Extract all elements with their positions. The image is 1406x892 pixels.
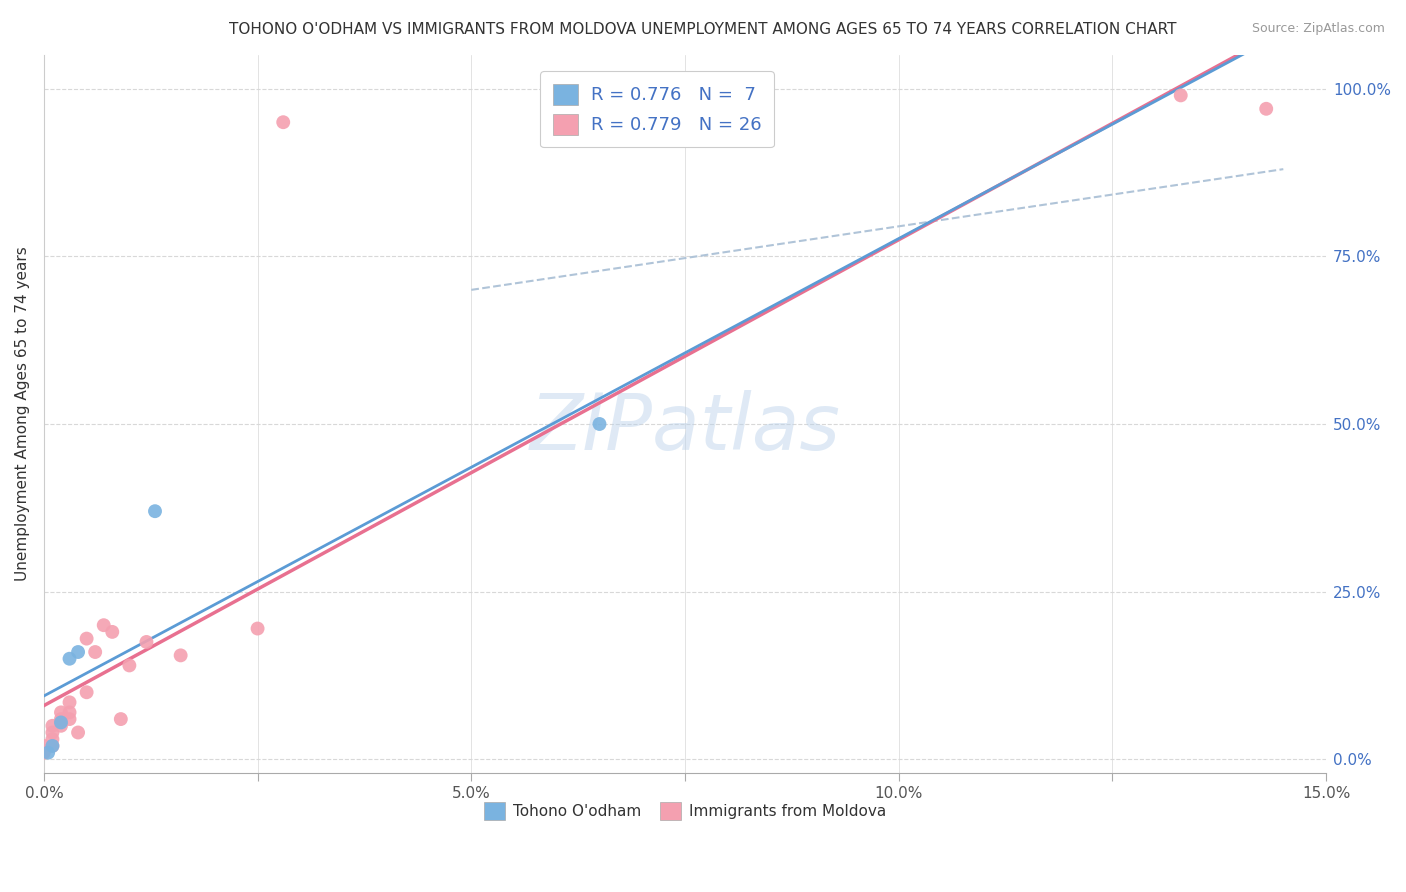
Point bbox=[58, 706, 80, 720]
Point bbox=[93, 618, 115, 632]
Point bbox=[101, 624, 124, 639]
Legend: Tohono O'odham, Immigrants from Moldova: Tohono O'odham, Immigrants from Moldova bbox=[478, 797, 891, 826]
Point bbox=[1170, 88, 1192, 103]
Point bbox=[118, 658, 141, 673]
Point bbox=[246, 622, 269, 636]
Point bbox=[49, 719, 72, 733]
Text: ZIPatlas: ZIPatlas bbox=[530, 391, 841, 467]
Point bbox=[135, 635, 157, 649]
Point bbox=[169, 648, 191, 663]
Point bbox=[41, 725, 63, 739]
Point bbox=[41, 739, 63, 753]
Point bbox=[76, 632, 98, 646]
Point bbox=[271, 115, 294, 129]
Point bbox=[32, 746, 55, 760]
Point bbox=[49, 715, 72, 730]
Point bbox=[58, 695, 80, 709]
Point bbox=[41, 739, 63, 753]
Text: TOHONO O'ODHAM VS IMMIGRANTS FROM MOLDOVA UNEMPLOYMENT AMONG AGES 65 TO 74 YEARS: TOHONO O'ODHAM VS IMMIGRANTS FROM MOLDOV… bbox=[229, 22, 1177, 37]
Y-axis label: Unemployment Among Ages 65 to 74 years: Unemployment Among Ages 65 to 74 years bbox=[15, 246, 30, 582]
Point bbox=[32, 739, 55, 753]
Point bbox=[58, 651, 80, 665]
Point bbox=[49, 706, 72, 720]
Point bbox=[49, 712, 72, 726]
Point bbox=[110, 712, 132, 726]
Point bbox=[1256, 102, 1278, 116]
Point bbox=[41, 732, 63, 747]
Point bbox=[67, 645, 90, 659]
Text: Source: ZipAtlas.com: Source: ZipAtlas.com bbox=[1251, 22, 1385, 36]
Point bbox=[143, 504, 166, 518]
Point bbox=[67, 725, 90, 739]
Point bbox=[41, 719, 63, 733]
Point bbox=[588, 417, 610, 431]
Point bbox=[37, 746, 59, 760]
Point bbox=[58, 712, 80, 726]
Point bbox=[84, 645, 107, 659]
Point bbox=[76, 685, 98, 699]
